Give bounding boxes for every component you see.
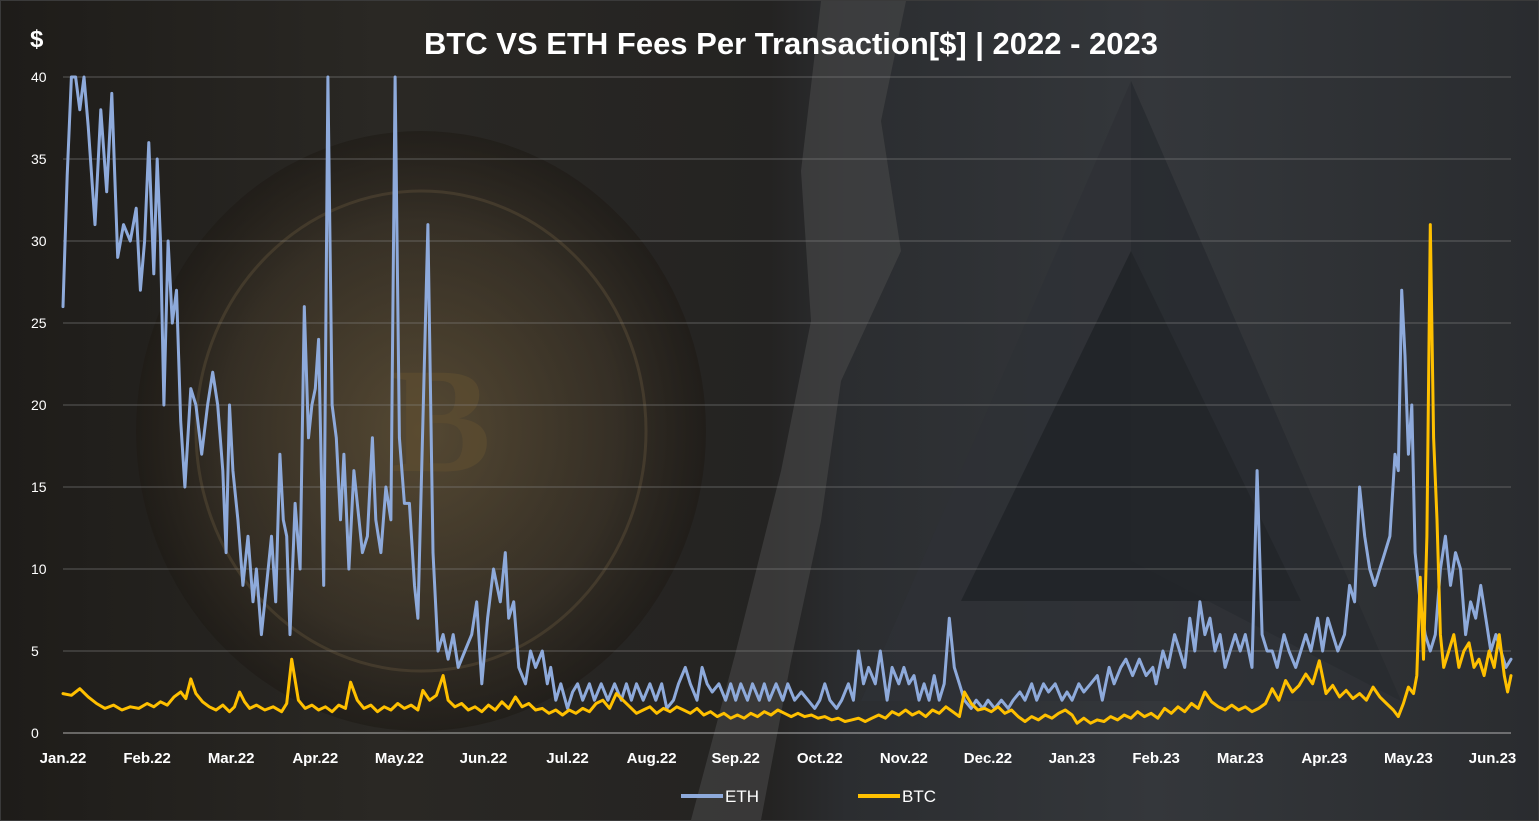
x-tick-label: May.23 <box>1384 750 1433 767</box>
y-axis-ticks: 0 5 10 15 20 25 30 35 40 <box>31 69 47 741</box>
x-tick-label: Feb.23 <box>1132 750 1180 767</box>
series-line-btc <box>61 223 1513 725</box>
x-tick-label: Oct.22 <box>797 750 843 767</box>
bitcoin-coin-icon: B <box>136 131 706 731</box>
y-tick-label: 15 <box>31 479 47 495</box>
y-tick-label: 10 <box>31 561 47 577</box>
y-unit-label: $ <box>30 26 44 53</box>
legend-label-eth: ETH <box>725 787 759 806</box>
legend: ETH BTC <box>681 787 936 806</box>
ethereum-logo-icon <box>861 81 1401 701</box>
y-tick-label: 35 <box>31 151 47 167</box>
x-tick-label: Aug.22 <box>627 750 677 767</box>
legend-label-btc: BTC <box>902 787 936 806</box>
x-tick-label: Sep.22 <box>712 750 760 767</box>
x-tick-label: Jul.22 <box>546 750 589 767</box>
chart-title: BTC VS ETH Fees Per Transaction[$] | 202… <box>424 26 1158 61</box>
x-tick-label: Jan.22 <box>40 750 87 767</box>
x-tick-label: Mar.23 <box>1217 750 1264 767</box>
series-line-eth <box>61 75 1513 710</box>
x-tick-label: Feb.22 <box>123 750 171 767</box>
x-tick-label: Apr.23 <box>1301 750 1347 767</box>
x-tick-label: Apr.22 <box>292 750 338 767</box>
y-tick-label: 25 <box>31 315 47 331</box>
x-tick-label: Jan.23 <box>1049 750 1096 767</box>
x-tick-label: Jun.22 <box>460 750 508 767</box>
y-tick-label: 20 <box>31 397 47 413</box>
y-tick-label: 5 <box>31 643 39 659</box>
x-axis-ticks: Jan.22 Feb.22 Mar.22 Apr.22 May.22 Jun.22 Jul.… <box>40 750 1517 767</box>
y-tick-label: 0 <box>31 725 39 741</box>
x-tick-label: Jun.23 <box>1469 750 1517 767</box>
svg-text:B: B <box>391 338 491 504</box>
x-tick-label: Dec.22 <box>964 750 1012 767</box>
x-tick-label: Nov.22 <box>880 750 928 767</box>
series-lines <box>61 75 1513 725</box>
x-tick-label: May.22 <box>375 750 424 767</box>
y-tick-label: 30 <box>31 233 47 249</box>
torn-paper-divider <box>691 1 906 820</box>
gridlines <box>63 76 1511 734</box>
x-tick-label: Mar.22 <box>208 750 255 767</box>
y-tick-label: 40 <box>31 69 47 85</box>
